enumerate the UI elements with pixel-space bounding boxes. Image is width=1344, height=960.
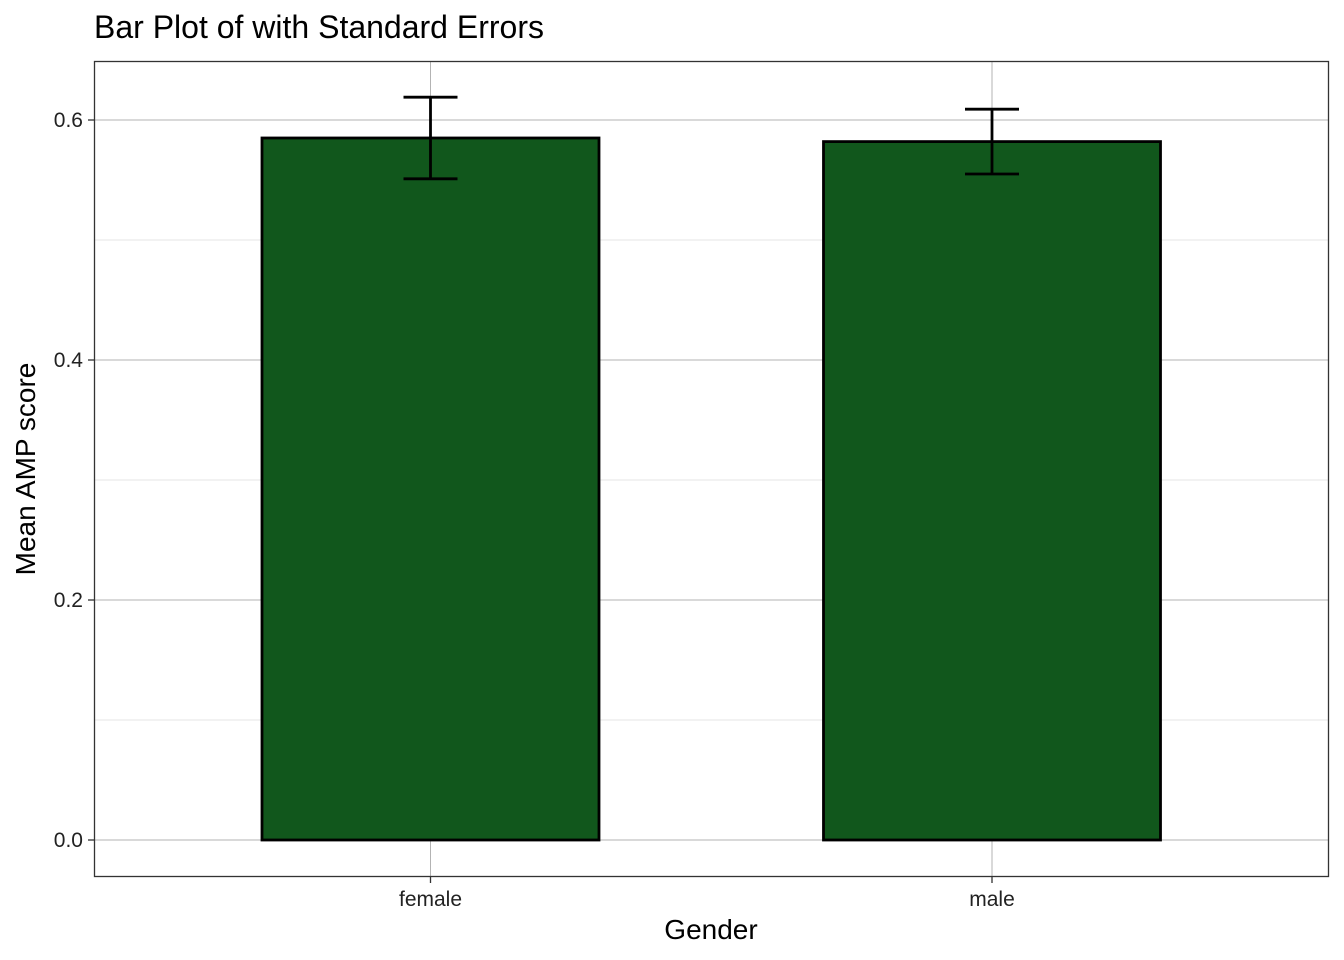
error-bar-female [403,95,458,181]
x-axis-title: Gender [664,914,757,945]
error-bars [403,95,1019,181]
y-axis-title: Mean AMP score [10,363,41,576]
x-tick-label: male [969,888,1015,911]
axis-ticks: 0.0 0.2 0.4 0.6 female male [54,109,1015,911]
y-tick-label: 0.0 [54,829,83,852]
bars [260,136,1162,842]
y-tick-label: 0.4 [54,349,84,372]
bar-female [260,136,601,842]
bar-male [822,140,1162,842]
y-tick-label: 0.6 [54,109,83,132]
x-tick-label: female [399,888,462,911]
plot-panel-border [93,60,1330,878]
chart-title: Bar Plot of with Standard Errors [94,9,544,45]
y-tick-label: 0.2 [54,589,83,612]
error-bar-male [965,107,1019,176]
